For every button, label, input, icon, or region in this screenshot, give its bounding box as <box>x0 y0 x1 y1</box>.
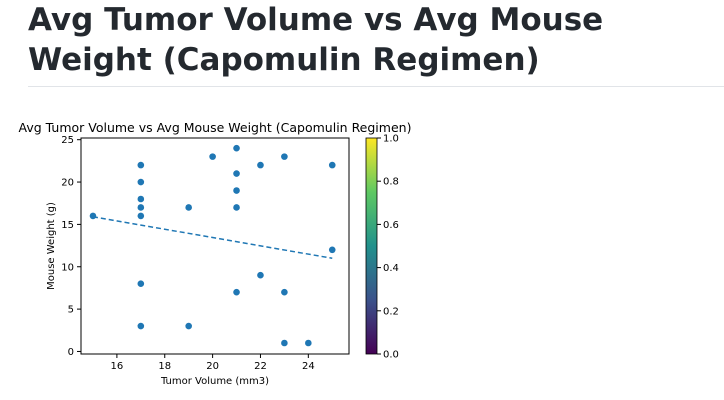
scatter-point <box>281 153 288 160</box>
colorbar-tick-label: 0.4 <box>383 263 399 274</box>
scatter-point <box>233 144 240 152</box>
x-tick-label: 18 <box>158 361 171 372</box>
colorbar-tick-label: 0.0 <box>383 350 399 361</box>
x-tick-label: 22 <box>254 361 267 372</box>
scatter-point <box>185 322 192 330</box>
x-tick-label: 16 <box>111 361 124 372</box>
scatter-point <box>281 288 288 296</box>
scatter-point <box>185 204 192 211</box>
scatter-point <box>257 161 264 169</box>
scatter-point <box>137 204 145 211</box>
y-tick-label: 25 <box>61 135 74 146</box>
colorbar-tick-label: 0.8 <box>383 177 399 188</box>
colorbar-tick-label: 0.2 <box>383 306 399 317</box>
scatter-point <box>305 339 312 347</box>
data-points <box>89 144 336 347</box>
page-heading: Avg Tumor Volume vs Avg Mouse Weight (Ca… <box>28 2 604 78</box>
y-tick-label: 5 <box>68 305 74 316</box>
x-axis-label: Tumor Volume (mm3) <box>160 376 269 387</box>
y-tick-label: 0 <box>68 347 74 358</box>
colorbar-ticks: 0.0 0.2 0.4 0.6 0.8 1.0 <box>377 134 399 361</box>
scatter-point <box>209 153 216 160</box>
scatter-point <box>137 280 145 287</box>
colorbar-tick-label: 0.6 <box>383 220 399 231</box>
scatter-point <box>137 212 145 220</box>
x-tick-label: 24 <box>302 361 315 372</box>
regression-line <box>92 216 333 260</box>
colorbar-tick-label: 1.0 <box>383 134 399 145</box>
plot-area-frame <box>80 137 350 355</box>
scatter-point <box>233 204 240 211</box>
scatter-point <box>137 161 145 169</box>
scatter-point <box>328 246 336 254</box>
scatter-point <box>257 271 264 279</box>
scatter-point <box>89 212 97 220</box>
x-tick-label: 20 <box>206 361 219 372</box>
scatter-point <box>137 322 145 330</box>
y-tick-label: 20 <box>61 178 74 189</box>
y-axis-label: Mouse Weight (g) <box>46 202 57 290</box>
y-tick-label: 15 <box>61 220 74 231</box>
y-tick-label: 10 <box>61 262 74 273</box>
scatter-point <box>281 339 288 347</box>
scatter-point <box>233 288 240 296</box>
x-axis-ticks: 16 18 20 22 24 <box>111 354 315 372</box>
scatter-point <box>233 187 240 194</box>
scatter-point <box>328 161 336 169</box>
colorbar <box>365 137 378 355</box>
scatter-point <box>137 178 145 186</box>
heading-divider <box>28 86 724 87</box>
scatter-point <box>233 170 240 177</box>
chart-title: Avg Tumor Volume vs Avg Mouse Weight (Ca… <box>19 120 412 135</box>
scatter-point <box>137 195 145 203</box>
y-axis-ticks: 0 5 10 15 20 25 <box>61 135 81 358</box>
